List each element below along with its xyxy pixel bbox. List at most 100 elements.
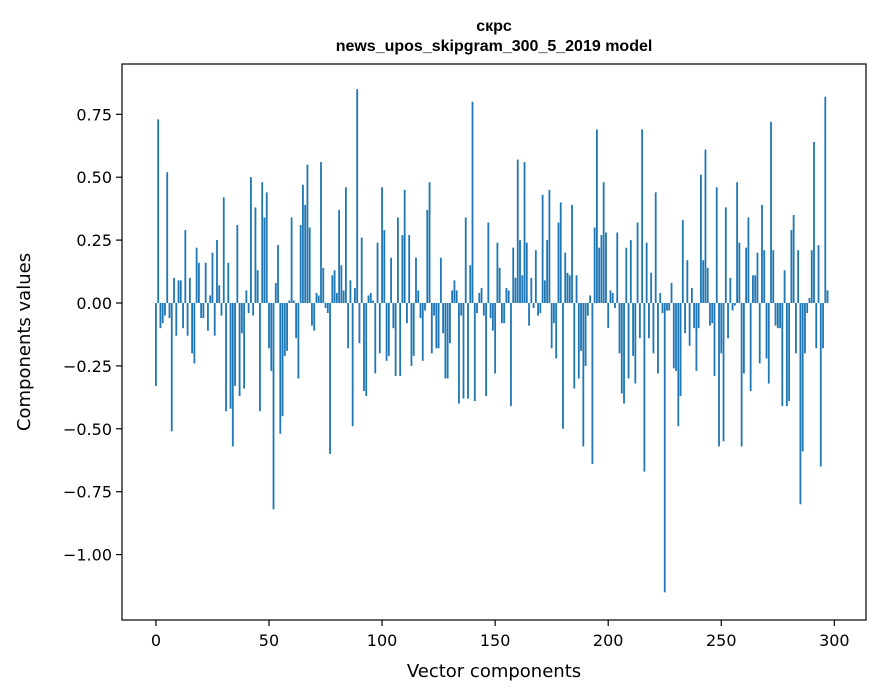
bar-118 (421, 303, 424, 361)
bar-10 (177, 280, 180, 303)
bar-130 (449, 303, 451, 344)
bar-210 (629, 240, 632, 304)
bar-250 (720, 303, 723, 354)
bar-260 (742, 303, 745, 374)
bar-168 (534, 250, 537, 303)
bar-74 (322, 267, 325, 303)
bar-234 (684, 303, 686, 334)
bar-142 (476, 303, 478, 314)
bar-14 (186, 303, 189, 336)
y-tick-label: 0.75 (76, 105, 112, 124)
bar-61 (292, 300, 295, 304)
x-tick-label: 0 (151, 631, 161, 650)
bar-294 (819, 303, 822, 467)
bar-57 (283, 303, 286, 356)
bar-48 (263, 217, 266, 304)
bar-9 (175, 303, 178, 336)
bar-239 (695, 303, 698, 371)
bar-178 (557, 222, 560, 304)
bar-104 (390, 257, 393, 304)
bar-66 (304, 204, 307, 304)
bar-114 (412, 303, 415, 356)
x-axis-label: Vector components (407, 661, 581, 682)
bar-96 (372, 300, 374, 304)
bar-201 (609, 290, 612, 304)
bar-293 (817, 245, 820, 303)
bar-86 (349, 280, 352, 303)
bar-138 (467, 303, 469, 399)
bar-76 (326, 303, 329, 314)
bar-20 (200, 303, 203, 319)
bar-214 (638, 303, 641, 339)
bar-88 (354, 287, 356, 304)
bar-53 (274, 282, 277, 304)
bar-39 (243, 303, 246, 389)
bar-223 (659, 292, 662, 303)
bar-291 (813, 141, 815, 303)
chart-title-line-1: скрс (476, 18, 512, 35)
bar-249 (718, 303, 720, 447)
bar-191 (586, 303, 589, 316)
bar-47 (261, 182, 264, 303)
bar-167 (532, 303, 535, 309)
bar-152 (498, 267, 501, 303)
bar-59 (288, 300, 291, 304)
bar-0 (155, 303, 157, 387)
bar-127 (442, 303, 445, 334)
bar-261 (745, 247, 748, 304)
x-tick-label: 300 (819, 631, 850, 650)
y-tick-label: −0.25 (63, 357, 112, 376)
bar-272 (770, 121, 772, 303)
bar-233 (681, 219, 684, 303)
bar-181 (564, 252, 567, 304)
bar-202 (611, 292, 614, 303)
bar-137 (464, 217, 467, 304)
bar-257 (736, 182, 739, 303)
bar-290 (810, 250, 813, 303)
bar-217 (645, 242, 648, 303)
bar-111 (406, 303, 408, 324)
bar-141 (473, 303, 476, 402)
bar-227 (668, 303, 671, 311)
bar-107 (396, 217, 399, 304)
bar-109 (401, 235, 404, 304)
bar-148 (489, 303, 492, 319)
bar-54 (277, 245, 279, 303)
bar-73 (320, 162, 322, 304)
bar-194 (593, 227, 596, 304)
bar-44 (254, 207, 257, 303)
bar-146 (485, 303, 487, 397)
bar-81 (338, 209, 340, 304)
bar-79 (333, 270, 336, 304)
bar-58 (286, 303, 288, 351)
chart-title-line-2: news_upos_skipgram_300_5_2019 model (336, 38, 653, 55)
bar-133 (455, 290, 458, 304)
bar-13 (184, 230, 187, 304)
bar-205 (618, 303, 621, 354)
bar-102 (385, 303, 388, 361)
x-tick-label: 150 (480, 631, 511, 650)
bar-171 (541, 194, 544, 303)
bar-245 (709, 303, 711, 326)
bar-188 (580, 303, 582, 351)
bar-238 (693, 303, 696, 329)
bar-166 (530, 277, 533, 304)
bar-195 (595, 129, 598, 303)
bar-125 (437, 303, 440, 349)
bar-71 (315, 292, 318, 303)
bar-268 (761, 204, 763, 304)
bar-3 (161, 303, 164, 324)
bar-237 (690, 287, 693, 304)
bar-177 (555, 303, 558, 359)
x-tick-label: 100 (367, 631, 398, 650)
bar-189 (582, 303, 585, 447)
bar-288 (806, 303, 809, 314)
bar-271 (767, 303, 770, 384)
bar-91 (360, 237, 363, 303)
x-tick-label: 200 (593, 631, 624, 650)
bar-52 (272, 303, 275, 510)
bar-264 (752, 275, 754, 303)
bar-273 (772, 250, 775, 303)
bar-212 (634, 303, 637, 384)
